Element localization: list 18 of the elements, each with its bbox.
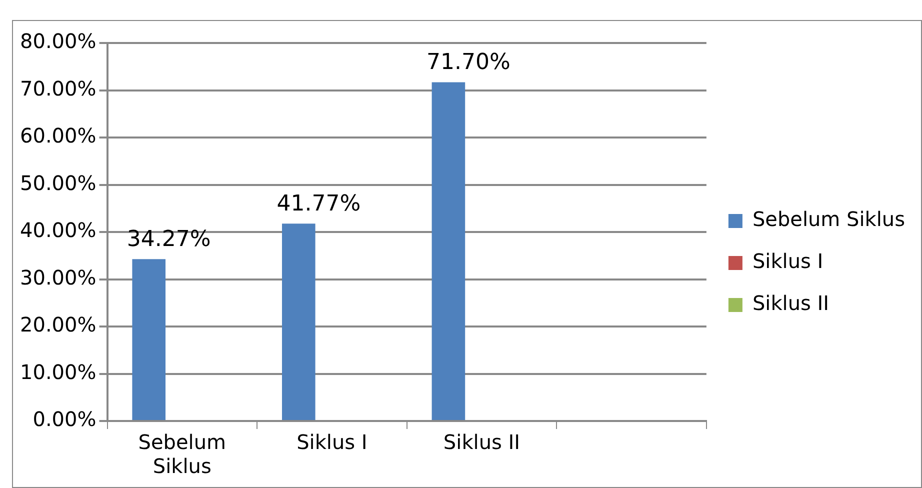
y-tick-label: 0.00% — [32, 407, 96, 432]
y-tick-label: 30.00% — [20, 265, 96, 290]
y-tick-label: 50.00% — [20, 170, 96, 195]
y-tick-label: 20.00% — [20, 312, 96, 337]
data-label: 71.70% — [426, 50, 510, 75]
legend-label: Siklus II — [752, 291, 830, 316]
x-tick-label: Sebelum Siklus — [138, 430, 226, 478]
y-tick-label: 70.00% — [20, 76, 96, 100]
legend-label: Siklus I — [752, 249, 824, 274]
data-label: 34.27% — [126, 226, 211, 252]
legend-label: Sebelum Siklus — [752, 207, 906, 232]
x-tick-label: Siklus II — [443, 430, 520, 454]
y-tick-label: 60.00% — [20, 124, 96, 148]
y-tick-label: 40.00% — [20, 218, 96, 242]
x-tick-label: Siklus I — [296, 430, 368, 454]
y-tick-label: 80.00% — [20, 29, 96, 54]
data-label: 41.77% — [276, 191, 361, 216]
y-tick-label: 10.00% — [20, 360, 96, 384]
